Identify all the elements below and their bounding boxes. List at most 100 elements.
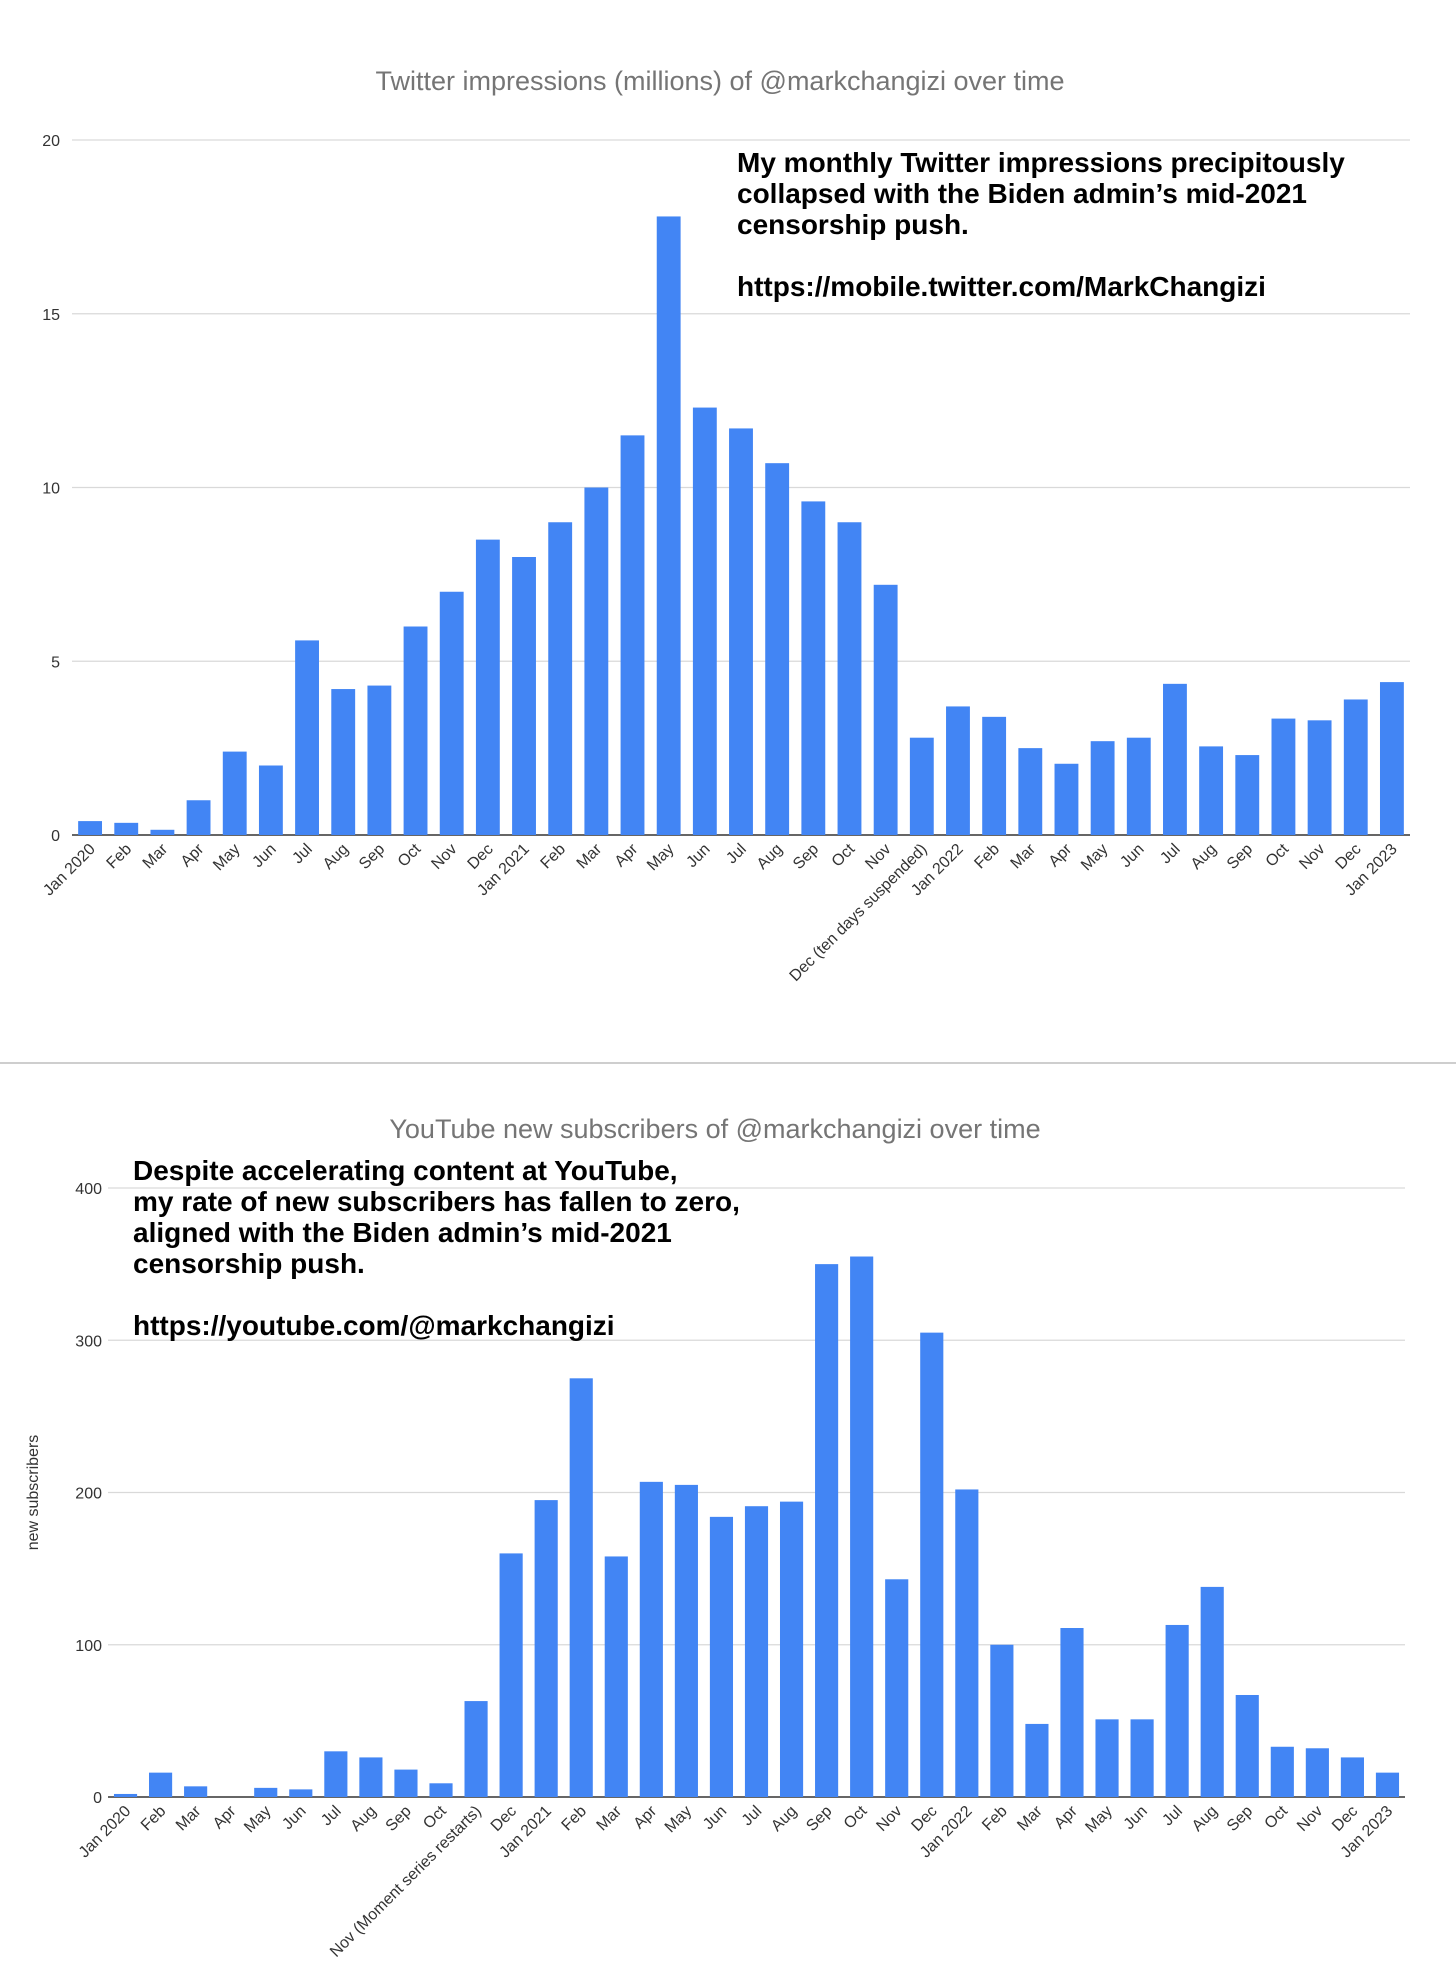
annotation-text: https://mobile.twitter.com/MarkChangizi — [737, 271, 1266, 302]
bar — [331, 689, 356, 835]
bar — [295, 640, 319, 835]
bar — [1163, 683, 1187, 835]
y-tick-label: 200 — [75, 1486, 102, 1503]
x-tick-label: Apr — [612, 840, 642, 870]
bar — [584, 487, 609, 835]
x-tick-label: Nov — [873, 1803, 905, 1835]
bar — [1379, 682, 1404, 835]
x-tick-label: Apr — [631, 1802, 661, 1832]
bar — [1271, 718, 1296, 835]
bar — [324, 1751, 348, 1797]
annotation-text: censorship push. — [133, 1248, 365, 1279]
bar — [1200, 1586, 1224, 1797]
x-tick-label: Nov — [1294, 1803, 1326, 1835]
x-tick-label: Apr — [1046, 840, 1076, 870]
x-tick-label: Oct — [829, 840, 859, 870]
bar — [475, 539, 500, 835]
annotation-text: aligned with the Biden admin’s mid-2021 — [133, 1217, 672, 1248]
bar — [1343, 699, 1368, 835]
bar — [982, 716, 1007, 835]
bar — [367, 685, 392, 835]
annotation-text: https://youtube.com/@markchangizi — [133, 1310, 615, 1341]
x-tick-label: Aug — [1189, 1803, 1221, 1835]
bar — [920, 1332, 944, 1797]
x-tick-label: Mar — [1014, 1802, 1046, 1834]
bar — [258, 765, 283, 835]
x-tick-label: Mar — [574, 840, 606, 872]
bar — [1054, 763, 1079, 835]
x-tick-label: Apr — [210, 1802, 240, 1832]
y-tick-label: 5 — [51, 654, 60, 671]
bar — [1126, 737, 1151, 835]
x-tick-label: Aug — [768, 1803, 800, 1835]
bar — [1307, 720, 1332, 835]
annotation-text: censorship push. — [737, 209, 969, 240]
x-tick-label: May — [644, 841, 677, 874]
x-tick-label: Sep — [356, 841, 388, 873]
x-tick-label: May — [241, 1803, 274, 1836]
x-tick-label: Jan 2020 — [76, 1803, 135, 1862]
bar — [186, 800, 211, 835]
x-tick-label: Sep — [803, 1803, 835, 1835]
bar — [837, 522, 862, 835]
x-tick-label: Nov — [428, 841, 460, 873]
bar — [744, 1506, 769, 1797]
y-tick-label: 0 — [51, 828, 60, 845]
bar — [850, 1256, 874, 1797]
bar — [254, 1787, 278, 1797]
x-tick-label: Oct — [395, 840, 425, 870]
y-tick-label: 20 — [42, 133, 60, 150]
bar — [885, 1579, 909, 1797]
bar — [1375, 1772, 1400, 1797]
x-tick-label: Jan 2020 — [40, 841, 99, 900]
x-tick-label: Aug — [754, 841, 786, 873]
x-tick-label: Mar — [140, 840, 172, 872]
bar — [1340, 1757, 1364, 1797]
x-tick-label: Aug — [348, 1803, 380, 1835]
bar — [394, 1769, 418, 1797]
bar — [620, 435, 645, 835]
twitter-impressions-chart: Twitter impressions (millions) of @markc… — [40, 66, 1410, 985]
x-tick-label: Oct — [841, 1802, 871, 1832]
x-tick-label: Nov — [1296, 841, 1328, 873]
bar — [815, 1264, 839, 1797]
x-tick-label: Apr — [178, 840, 208, 870]
annotation-text: Despite accelerating content at YouTube, — [133, 1155, 678, 1186]
annotation-text: collapsed with the Biden admin’s mid-202… — [737, 178, 1307, 209]
annotation-text: My monthly Twitter impressions precipito… — [737, 147, 1345, 178]
bar — [801, 501, 826, 835]
bar — [359, 1757, 383, 1797]
bar — [1025, 1723, 1049, 1797]
bar — [464, 1701, 488, 1797]
x-tick-label: Jul — [289, 841, 315, 867]
bar — [1199, 746, 1224, 835]
bar — [1165, 1624, 1189, 1797]
chart-title: Twitter impressions (millions) of @markc… — [375, 66, 1064, 96]
x-tick-label: Feb — [537, 841, 569, 873]
x-tick-label: Apr — [1051, 1802, 1081, 1832]
bar — [1305, 1748, 1329, 1797]
bar — [78, 821, 103, 835]
bar — [569, 1378, 593, 1797]
x-tick-label: Feb — [138, 1803, 170, 1835]
x-tick-label: Aug — [1188, 841, 1220, 873]
x-tick-label: Jun — [683, 841, 713, 871]
bar — [909, 737, 934, 835]
bar — [1018, 748, 1043, 835]
x-tick-label: Sep — [1224, 841, 1256, 873]
x-tick-label: Dec — [465, 841, 497, 873]
x-tick-label: Sep — [1224, 1803, 1256, 1835]
x-tick-label: Feb — [979, 1803, 1011, 1835]
bar — [639, 1481, 663, 1797]
x-tick-label: Aug — [320, 841, 352, 873]
bar — [512, 557, 536, 835]
bar — [779, 1501, 804, 1797]
x-tick-label: Mar — [1008, 840, 1040, 872]
bar — [113, 1793, 138, 1797]
bar — [150, 829, 175, 835]
x-tick-label: Mar — [594, 1802, 626, 1834]
y-tick-label: 400 — [75, 1181, 102, 1198]
bar — [990, 1644, 1014, 1797]
bar — [1060, 1628, 1084, 1797]
x-tick-label: Sep — [790, 841, 822, 873]
